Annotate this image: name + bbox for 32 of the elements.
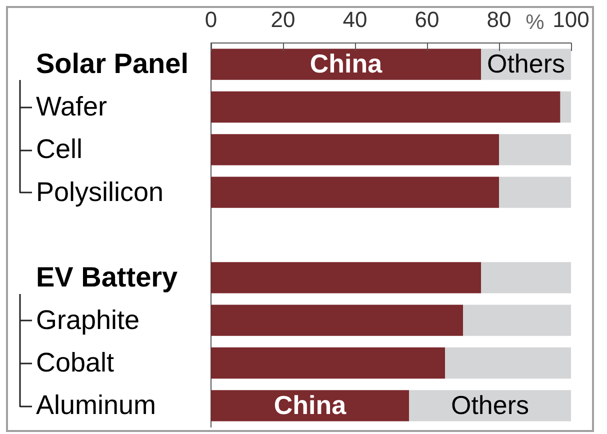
bar — [445, 347, 571, 379]
series-label: Others — [486, 48, 566, 79]
bar — [211, 91, 560, 123]
x-tick-label: 80 — [486, 6, 512, 32]
bar — [499, 134, 571, 166]
x-tick-label: 0 — [204, 6, 218, 32]
y-tick-label: Cell — [36, 134, 83, 164]
text: Others — [450, 390, 530, 420]
text: China — [274, 390, 346, 420]
series-label: China — [310, 48, 383, 79]
y-tick-label: Polysilicon — [36, 176, 164, 207]
y-tick-label: EV Battery — [36, 261, 178, 292]
bar — [211, 176, 499, 208]
bar — [211, 304, 463, 336]
y-tick-label: Graphite — [36, 304, 140, 335]
bar — [481, 262, 571, 294]
bar — [463, 304, 571, 336]
bar — [499, 176, 571, 208]
bar — [211, 134, 499, 166]
x-tick-label: 40 — [342, 6, 368, 32]
y-tick-label: Cobalt — [36, 347, 115, 378]
x-tick-label: 100 — [552, 6, 590, 32]
bar — [560, 91, 571, 123]
bar — [211, 347, 445, 379]
bar — [211, 262, 481, 294]
bar — [211, 48, 481, 80]
y-tick-label: Wafer — [36, 91, 108, 122]
x-tick-label: 20 — [270, 6, 296, 32]
y-tick-label: Solar Panel — [36, 48, 189, 80]
x-axis-title: % — [526, 10, 544, 34]
x-tick-label: 60 — [414, 6, 440, 32]
y-tick-label: Aluminum — [36, 390, 156, 420]
